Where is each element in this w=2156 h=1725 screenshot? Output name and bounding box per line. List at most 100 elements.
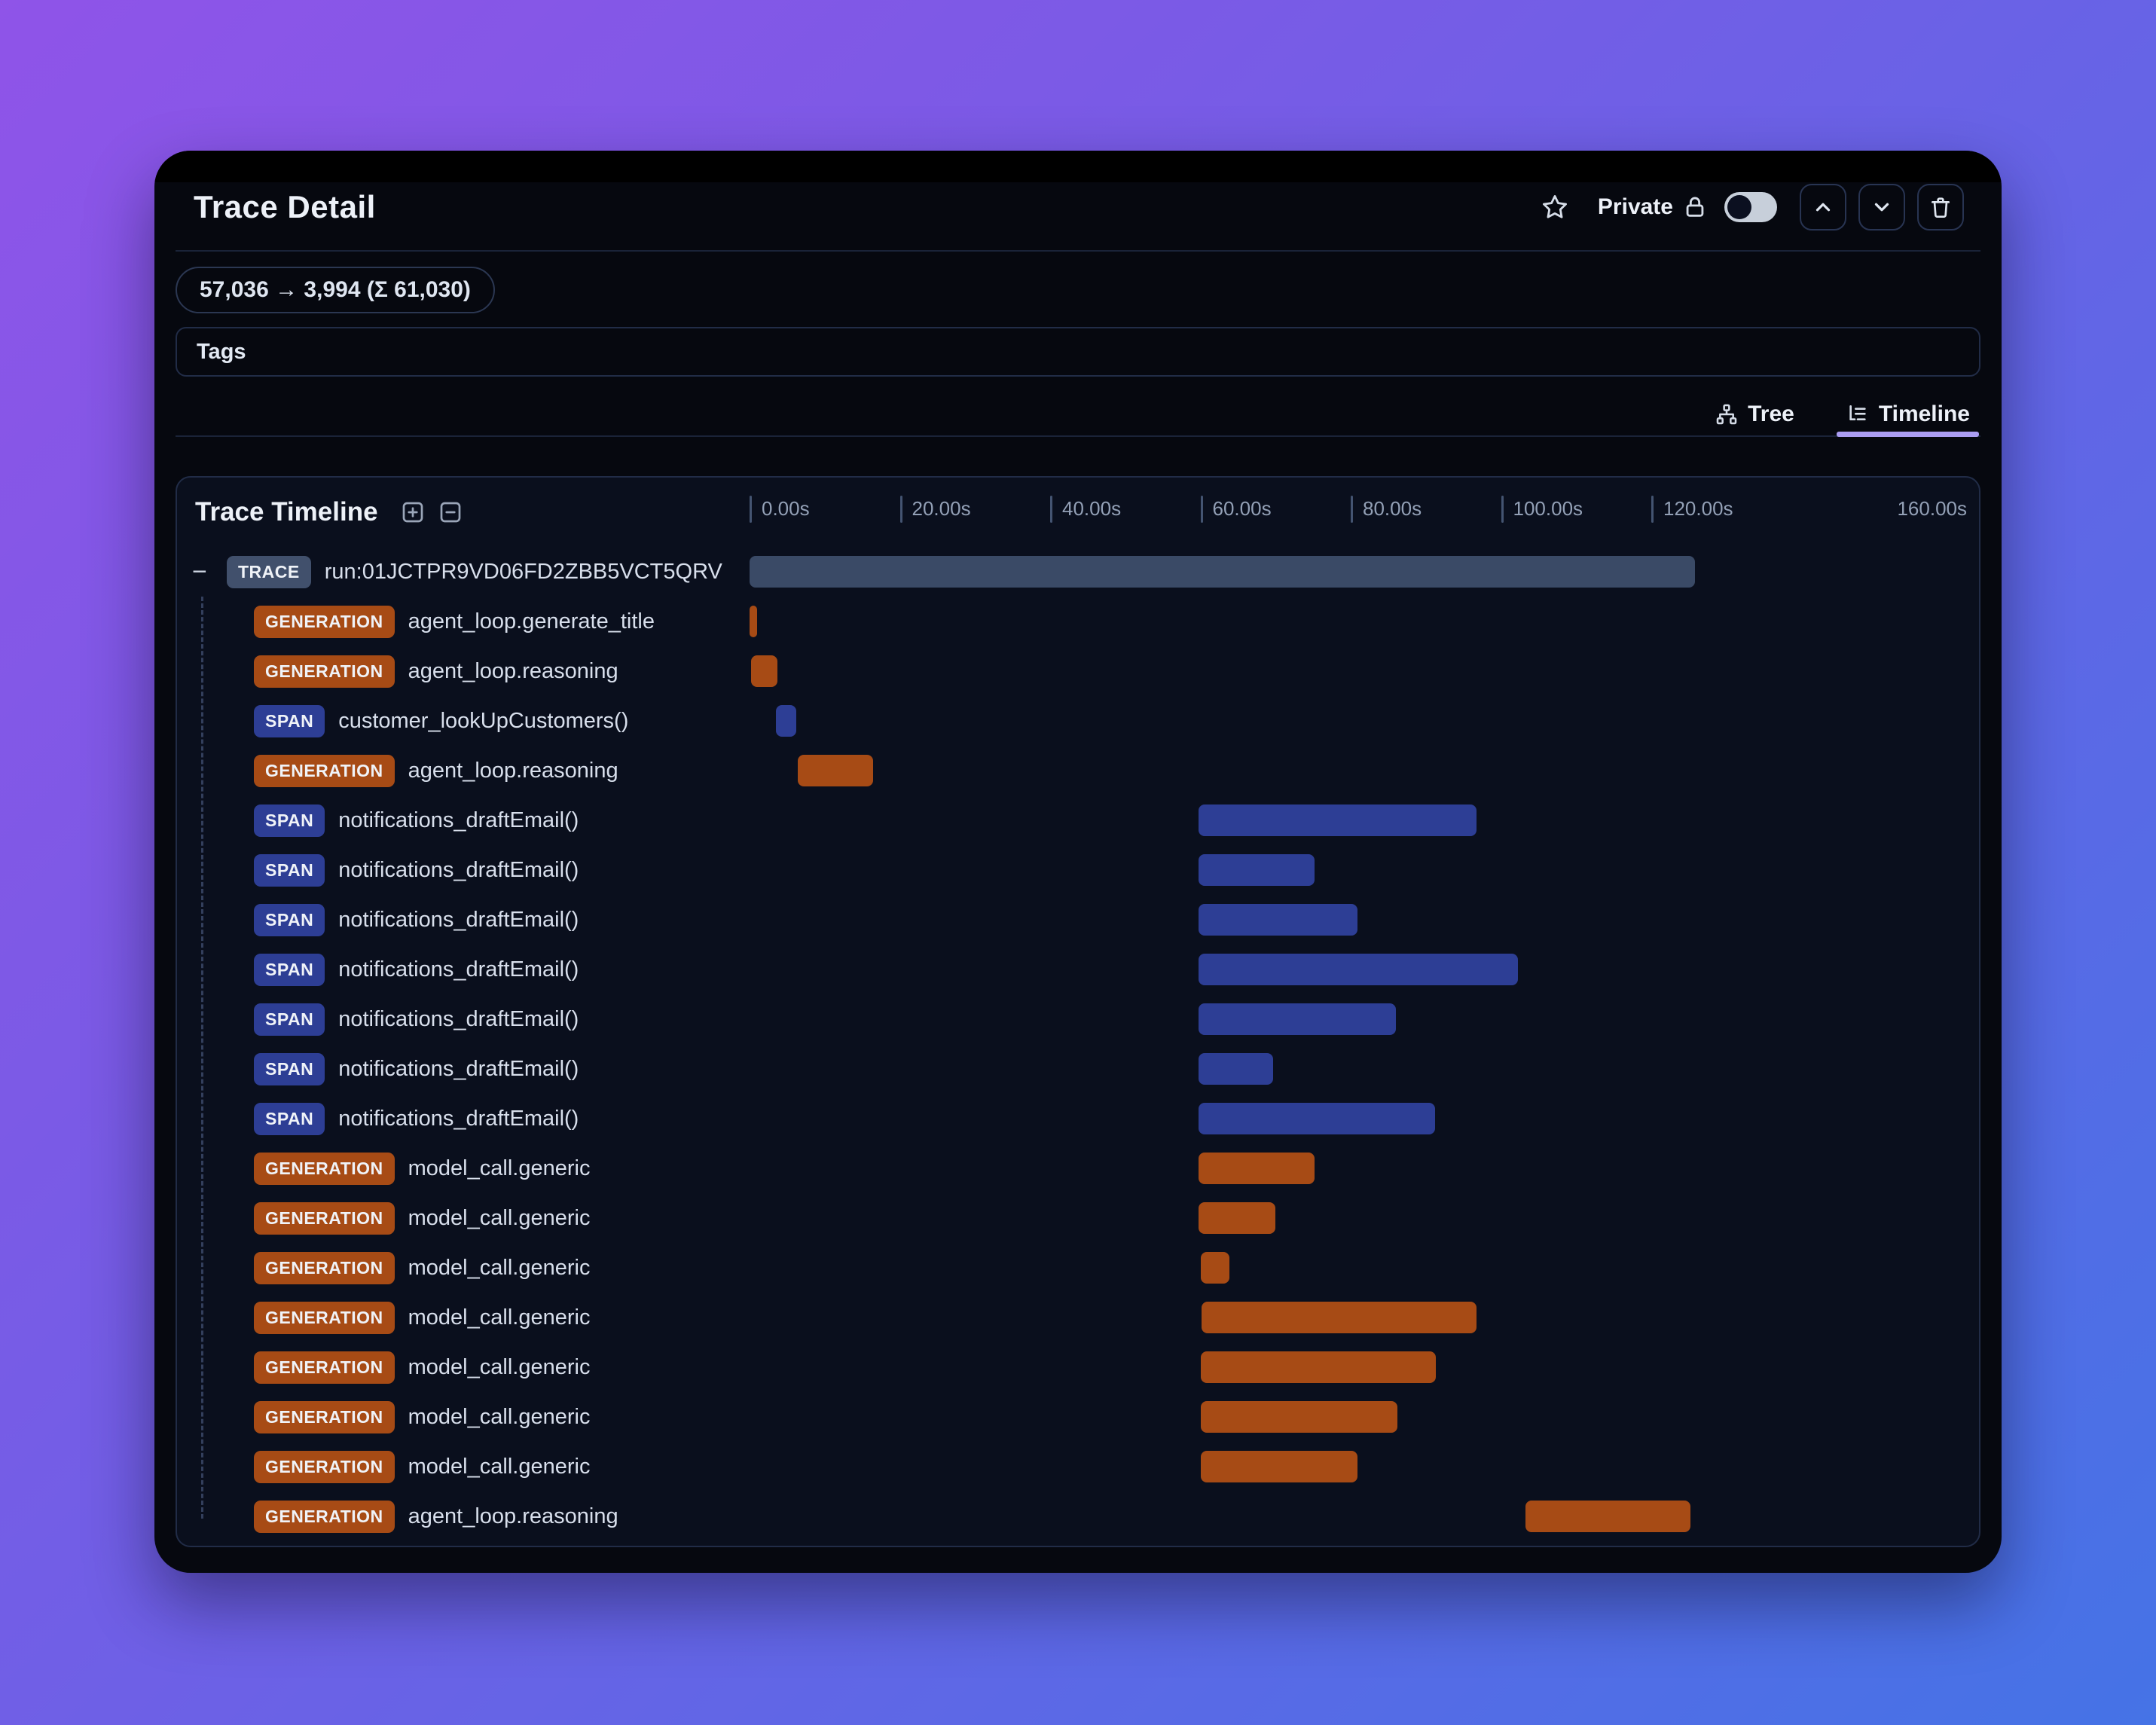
row-duration-bar[interactable] xyxy=(1198,804,1477,836)
chevron-down-icon xyxy=(1870,196,1893,218)
timeline-row[interactable]: SPAN notifications_draftEmail() xyxy=(177,845,1979,895)
axis-tick-mark xyxy=(899,496,902,523)
lock-icon xyxy=(1682,194,1708,220)
row-duration-bar[interactable] xyxy=(1198,1053,1274,1085)
row-type-badge: GENERATION xyxy=(254,1351,395,1384)
row-label: model_call.generic xyxy=(408,1404,591,1429)
row-duration-bar[interactable] xyxy=(775,705,796,737)
tab-tree[interactable]: Tree xyxy=(1706,393,1803,435)
row-type-badge: GENERATION xyxy=(254,605,395,638)
bookmark-star-icon[interactable] xyxy=(1541,193,1569,221)
row-type-badge: SPAN xyxy=(254,1003,325,1036)
timeline-list-icon xyxy=(1846,402,1870,426)
view-tabs: Tree Timeline xyxy=(176,393,1980,437)
timeline-row[interactable]: GENERATION model_call.generic xyxy=(177,1342,1979,1392)
timeline-row[interactable]: GENERATION agent_loop.reasoning xyxy=(177,746,1979,795)
privacy-label: Private xyxy=(1597,194,1673,219)
page-title: Trace Detail xyxy=(194,189,376,224)
tree-guide-line xyxy=(201,597,203,1519)
trace-timeline-panel: Trace Timeline xyxy=(176,476,1980,1547)
row-duration-bar[interactable] xyxy=(750,606,757,637)
row-duration-bar[interactable] xyxy=(750,556,1695,588)
timeline-title: Trace Timeline xyxy=(195,497,378,527)
row-duration-bar[interactable] xyxy=(1198,1202,1276,1234)
trash-icon xyxy=(1928,195,1953,219)
row-type-badge: SPAN xyxy=(254,1052,325,1085)
row-label: notifications_draftEmail() xyxy=(338,957,579,982)
row-duration-bar[interactable] xyxy=(1198,1103,1435,1134)
row-label: notifications_draftEmail() xyxy=(338,1106,579,1131)
row-label: agent_loop.reasoning xyxy=(408,1504,618,1528)
timeline-row[interactable]: GENERATION model_call.generic xyxy=(177,1143,1979,1193)
row-type-badge: SPAN xyxy=(254,853,325,887)
timeline-row[interactable]: SPAN notifications_draftEmail() xyxy=(177,945,1979,994)
row-duration-bar[interactable] xyxy=(1198,1003,1396,1035)
row-label: run:01JCTPR9VD06FD2ZBB5VCT5QRV xyxy=(324,559,722,584)
axis-tick-mark xyxy=(1050,496,1052,523)
row-duration-bar[interactable] xyxy=(1201,1401,1397,1433)
row-type-badge: GENERATION xyxy=(254,655,395,688)
timeline-row[interactable]: GENERATION model_call.generic xyxy=(177,1442,1979,1491)
row-duration-bar[interactable] xyxy=(1198,854,1315,886)
tab-timeline-label: Timeline xyxy=(1878,401,1970,426)
timeline-row[interactable]: GENERATION model_call.generic xyxy=(177,1392,1979,1442)
collapse-toggle-icon[interactable]: − xyxy=(192,557,207,586)
timeline-row[interactable]: GENERATION agent_loop.generate_title xyxy=(177,597,1979,646)
row-type-badge: GENERATION xyxy=(254,1400,395,1433)
expand-all-button[interactable] xyxy=(399,499,426,526)
axis-tick-label: 80.00s xyxy=(1363,497,1422,520)
next-trace-button[interactable] xyxy=(1858,184,1905,231)
timeline-row[interactable]: GENERATION model_call.generic xyxy=(177,1243,1979,1293)
timeline-row[interactable]: SPAN notifications_draftEmail() xyxy=(177,1044,1979,1094)
row-duration-bar[interactable] xyxy=(1201,1351,1436,1383)
timeline-row[interactable]: SPAN notifications_draftEmail() xyxy=(177,795,1979,845)
tab-tree-label: Tree xyxy=(1748,401,1794,426)
row-duration-bar[interactable] xyxy=(1198,954,1519,985)
row-duration-bar[interactable] xyxy=(1198,1153,1315,1184)
delete-trace-button[interactable] xyxy=(1917,184,1964,231)
axis-tick-label: 120.00s xyxy=(1663,497,1733,520)
row-label: notifications_draftEmail() xyxy=(338,1056,579,1081)
row-duration-bar[interactable] xyxy=(1201,1451,1357,1482)
row-type-badge: GENERATION xyxy=(254,1301,395,1334)
row-duration-bar[interactable] xyxy=(750,655,777,687)
timeline-row[interactable]: SPAN notifications_draftEmail() xyxy=(177,994,1979,1044)
row-duration-bar[interactable] xyxy=(1198,904,1357,936)
row-duration-bar[interactable] xyxy=(1202,1302,1477,1333)
row-duration-bar[interactable] xyxy=(1525,1501,1690,1532)
toggle-knob xyxy=(1727,195,1751,219)
minus-square-icon xyxy=(437,499,464,526)
timeline-row[interactable]: SPAN customer_lookUpCustomers() xyxy=(177,696,1979,746)
timeline-row[interactable]: SPAN notifications_draftEmail() xyxy=(177,1094,1979,1143)
timeline-row[interactable]: SPAN notifications_draftEmail() xyxy=(177,895,1979,945)
previous-trace-button[interactable] xyxy=(1800,184,1846,231)
row-type-badge: GENERATION xyxy=(254,1152,395,1185)
timeline-row[interactable]: GENERATION model_call.generic xyxy=(177,1193,1979,1243)
trace-detail-window: Trace Detail Private xyxy=(154,151,2002,1573)
tags-container[interactable]: Tags xyxy=(176,327,1980,377)
privacy-toggle[interactable] xyxy=(1724,192,1777,222)
row-label: model_call.generic xyxy=(408,1205,591,1230)
row-duration-bar[interactable] xyxy=(1201,1252,1230,1284)
row-label: customer_lookUpCustomers() xyxy=(338,708,629,733)
row-label: agent_loop.generate_title xyxy=(408,609,655,634)
row-label: agent_loop.reasoning xyxy=(408,658,618,683)
collapse-all-button[interactable] xyxy=(437,499,464,526)
timeline-panel-header: Trace Timeline xyxy=(177,478,1979,547)
row-label: notifications_draftEmail() xyxy=(338,808,579,832)
row-duration-bar[interactable] xyxy=(797,755,873,786)
tags-label: Tags xyxy=(197,339,246,364)
axis-tick-mark xyxy=(1351,496,1353,523)
timeline-row[interactable]: GENERATION agent_loop.reasoning xyxy=(177,1491,1979,1541)
timeline-row[interactable]: GENERATION agent_loop.reasoning xyxy=(177,646,1979,696)
axis-tick-mark xyxy=(1501,496,1504,523)
row-label: notifications_draftEmail() xyxy=(338,907,579,932)
chevron-up-icon xyxy=(1812,196,1834,218)
row-label: agent_loop.reasoning xyxy=(408,758,618,783)
axis-tick-mark xyxy=(1200,496,1203,523)
tab-timeline[interactable]: Timeline xyxy=(1836,393,1980,437)
row-label: model_call.generic xyxy=(408,1255,591,1280)
timeline-row[interactable]: − TRACE run:01JCTPR9VD06FD2ZBB5VCT5QRV xyxy=(177,547,1979,597)
timeline-row[interactable]: GENERATION model_call.generic xyxy=(177,1293,1979,1342)
row-type-badge: SPAN xyxy=(254,903,325,936)
